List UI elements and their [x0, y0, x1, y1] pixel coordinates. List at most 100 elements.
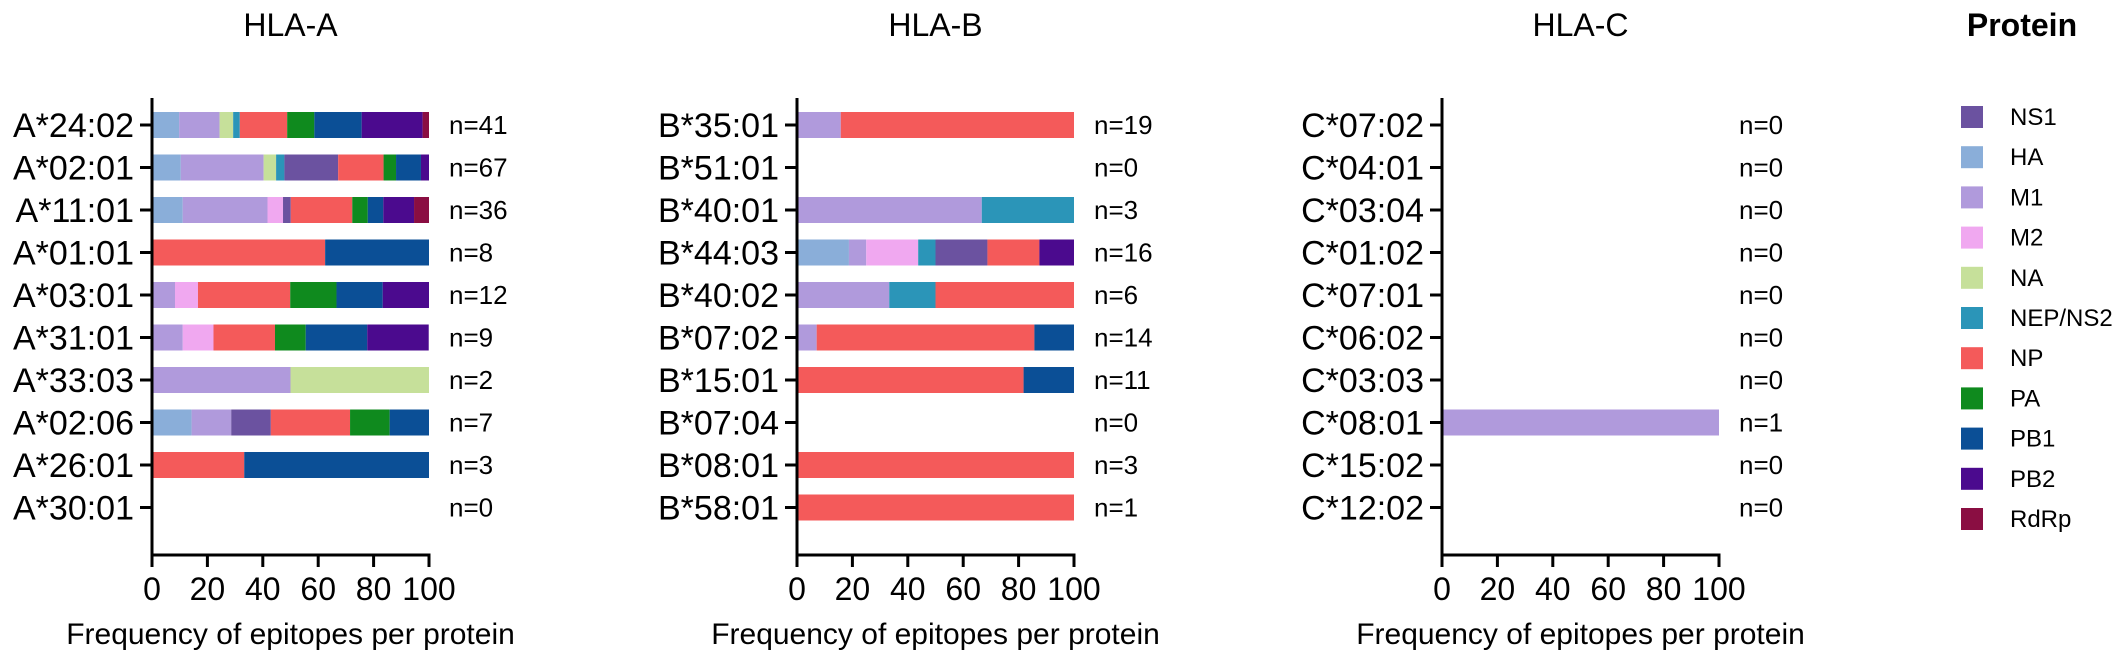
bar-segment-pa [274, 324, 306, 351]
bar-segment-np [840, 112, 1074, 138]
bar-segment-nep-ns2 [918, 239, 936, 266]
bar-segment-np [797, 367, 1024, 393]
bar-segment-ha [797, 239, 849, 266]
legend: Protein NS1 HA M1 M2 NA NEP/NS2 NP PA PB1 PB2 RdRp [1961, 7, 2113, 533]
bar-segment-m1 [797, 324, 817, 351]
bar-segment-pa [287, 112, 315, 138]
bar-segment-np [239, 112, 288, 138]
x-tick-label: 40 [1535, 571, 1571, 607]
bar-segment-pa [352, 197, 368, 223]
bar-segment-m1 [797, 197, 982, 223]
n-label: n=0 [1739, 110, 1783, 140]
legend-label: HA [2010, 144, 2043, 171]
x-tick-label: 80 [356, 571, 392, 607]
n-label: n=14 [1094, 323, 1153, 353]
legend-swatch [1961, 146, 1983, 169]
bar-segment-pb1 [396, 154, 421, 181]
n-label: n=16 [1094, 238, 1153, 268]
x-tick-label: 100 [1047, 571, 1100, 607]
bar-segment-pb2 [420, 154, 429, 181]
bar-segment-pb2 [367, 324, 429, 351]
bar-segment-np [797, 494, 1074, 521]
bar-segment-np [797, 452, 1074, 478]
x-tick-label: 100 [1692, 571, 1745, 607]
panel-title: HLA-A [243, 7, 338, 43]
n-label: n=0 [1739, 280, 1783, 310]
n-label: n=0 [1094, 153, 1138, 183]
legend-label: NA [2010, 265, 2043, 292]
x-tick-label: 40 [890, 571, 926, 607]
legend-label: NS1 [2010, 104, 2057, 131]
bar-segment-m2 [267, 197, 284, 223]
n-label: n=0 [1739, 450, 1783, 480]
bar-segment-ns1 [284, 154, 339, 181]
n-label: n=3 [1094, 450, 1138, 480]
bar-segment-nep-ns2 [233, 112, 240, 138]
legend-swatch [1961, 266, 1983, 289]
category-label: A*30:01 [13, 490, 134, 528]
category-label: B*58:01 [658, 490, 779, 528]
category-label: A*31:01 [13, 320, 134, 358]
category-label: B*44:03 [658, 235, 779, 273]
bar-segment-nep-ns2 [889, 282, 936, 308]
bar-segment-nep-ns2 [981, 197, 1074, 223]
panel-hla-b: HLA-B B*35:01 n=19 B*51:01 n=0 B*40:01 n=3 B*44… [658, 7, 1160, 651]
bar-segment-np [152, 452, 245, 478]
bar-segment-ha [152, 112, 180, 138]
bar-segment-np [213, 324, 275, 351]
panel-hla-c: HLA-C C*07:02 n=0 C*04:01 n=0 C*03:04 n=0 C*01:… [1301, 7, 1805, 651]
legend-swatch [1961, 226, 1983, 249]
category-label: C*06:02 [1301, 320, 1424, 358]
bar-segment-nep-ns2 [276, 154, 285, 181]
category-label: B*15:01 [658, 362, 779, 400]
x-tick-label: 20 [190, 571, 226, 607]
bar-segment-pa [383, 154, 397, 181]
legend-label: NP [2010, 345, 2043, 372]
category-label: C*03:03 [1301, 362, 1424, 400]
category-label: B*51:01 [658, 150, 779, 188]
n-label: n=0 [1094, 408, 1138, 438]
x-axis-label: Frequency of epitopes per protein [66, 618, 515, 651]
category-label: C*15:02 [1301, 447, 1424, 485]
n-label: n=1 [1094, 493, 1138, 523]
x-tick-label: 80 [1646, 571, 1682, 607]
category-label: C*07:01 [1301, 277, 1424, 315]
x-axis-label: Frequency of epitopes per protein [1356, 618, 1805, 651]
bar-segment-ns1 [283, 197, 291, 223]
x-tick-label: 60 [1590, 571, 1626, 607]
legend-swatch [1961, 106, 1983, 128]
bar-segment-m1 [797, 282, 890, 308]
bar-segment-np [935, 282, 1074, 308]
n-label: n=0 [1739, 365, 1783, 395]
x-tick-label: 0 [1433, 571, 1451, 607]
category-label: B*35:01 [658, 107, 779, 145]
bar-segment-ha [152, 409, 192, 436]
bar-segment-np [197, 282, 291, 308]
panel-hla-a: HLA-A A*24:02 n=41 A*02:01 n=67 A*11:01 n=36 A*… [13, 7, 515, 651]
panel-title: HLA-B [888, 7, 982, 43]
category-label: A*03:01 [13, 277, 134, 315]
bar-segment-pb1 [1023, 367, 1074, 393]
legend-label: M1 [2010, 184, 2043, 211]
x-tick-label: 0 [788, 571, 806, 607]
category-label: B*40:02 [658, 277, 779, 315]
x-axis-label: Frequency of epitopes per protein [711, 618, 1160, 651]
legend-label: PA [2010, 385, 2040, 412]
bar-segment-m2 [182, 324, 214, 351]
legend-label: PB2 [2010, 466, 2055, 493]
legend-swatch [1961, 347, 1983, 370]
bar-segment-m2 [174, 282, 198, 308]
x-tick-label: 60 [300, 571, 336, 607]
bar-segment-pb1 [325, 239, 429, 266]
bar-segment-np [290, 197, 353, 223]
bar-segment-m1 [182, 197, 268, 223]
legend-label: M2 [2010, 225, 2043, 252]
n-label: n=0 [1739, 238, 1783, 268]
bar-segment-m1 [1442, 409, 1719, 436]
x-tick-label: 60 [945, 571, 981, 607]
category-label: B*07:04 [658, 405, 779, 443]
category-label: C*01:02 [1301, 235, 1424, 273]
bar-segment-pb1 [244, 452, 429, 478]
bar-segment-m1 [797, 112, 841, 138]
n-label: n=6 [1094, 280, 1138, 310]
